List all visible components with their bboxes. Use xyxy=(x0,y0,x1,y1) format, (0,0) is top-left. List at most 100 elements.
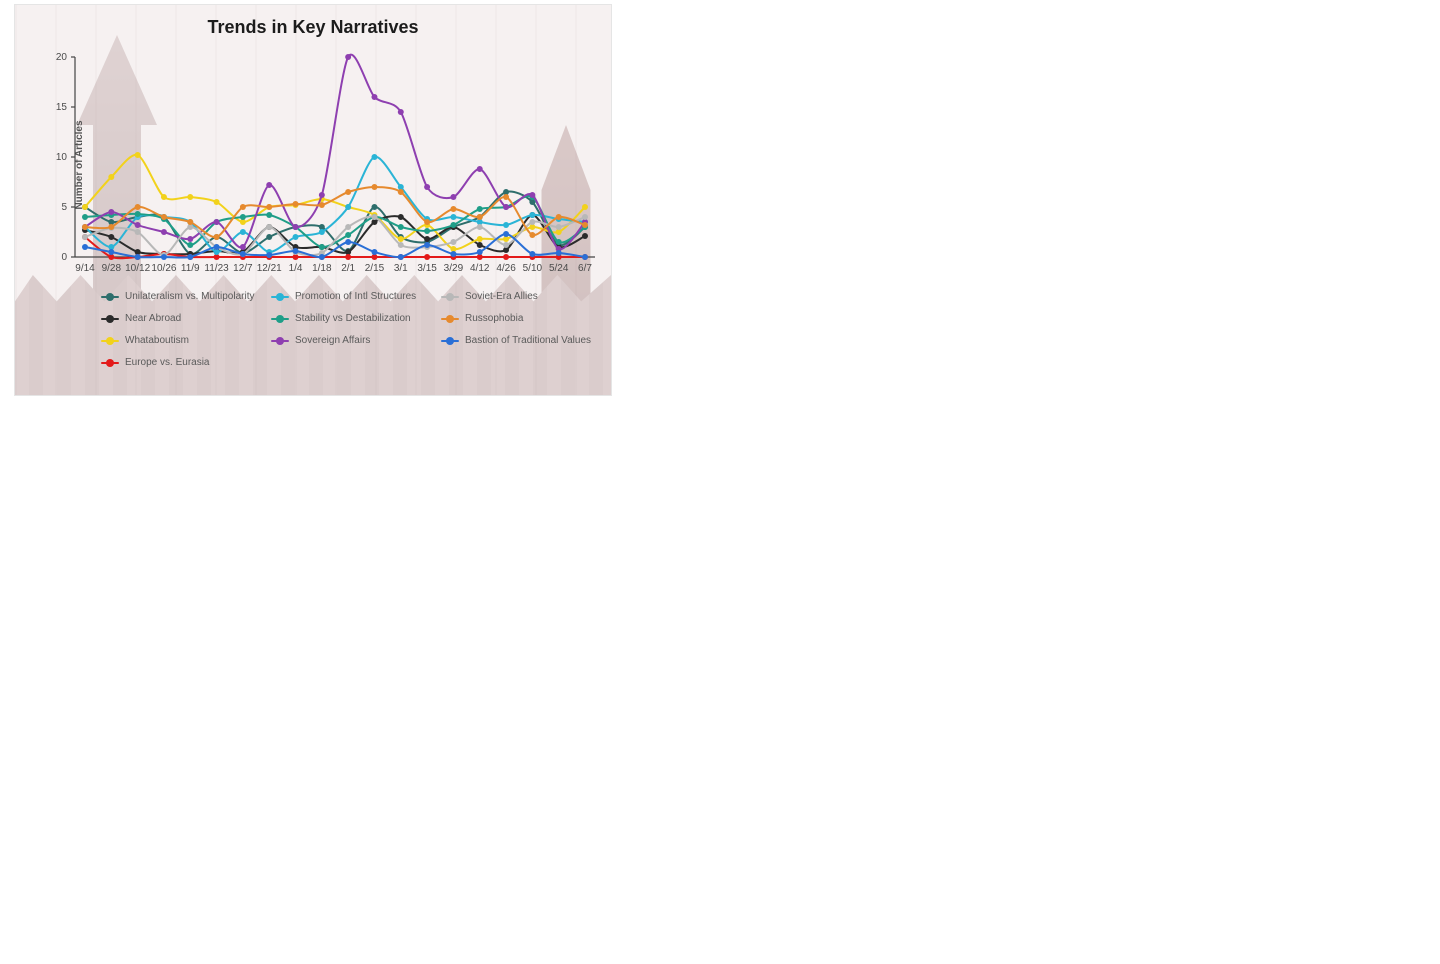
series-marker xyxy=(582,254,588,260)
series-marker xyxy=(293,201,299,207)
series-marker xyxy=(582,214,588,220)
legend-swatch xyxy=(271,318,289,320)
series-marker xyxy=(266,224,272,230)
legend-item: Bastion of Traditional Values xyxy=(441,335,591,346)
x-tick-label: 3/1 xyxy=(394,263,408,274)
x-tick-label: 3/15 xyxy=(417,263,437,274)
series-marker xyxy=(503,194,509,200)
series-marker xyxy=(266,234,272,240)
series-marker xyxy=(319,202,325,208)
legend-item: Promotion of Intl Structures xyxy=(271,291,416,302)
legend-item: Unilateralism vs. Multipolarity xyxy=(101,291,254,302)
series-marker xyxy=(135,152,141,158)
series-marker xyxy=(398,109,404,115)
series-marker xyxy=(240,251,246,257)
legend-label: Whataboutism xyxy=(125,335,189,346)
series-marker xyxy=(556,224,562,230)
series-marker xyxy=(345,54,351,60)
series-marker xyxy=(477,249,483,255)
series-marker xyxy=(82,244,88,250)
x-tick-label: 4/12 xyxy=(470,263,490,274)
series-marker xyxy=(161,194,167,200)
series-marker xyxy=(398,254,404,260)
series-marker xyxy=(371,204,377,210)
series-marker xyxy=(450,214,456,220)
legend-label: Soviet-Era Allies xyxy=(465,291,538,302)
series-marker xyxy=(135,222,141,228)
legend-swatch xyxy=(101,318,119,320)
x-tick-label: 4/26 xyxy=(496,263,516,274)
series-marker xyxy=(240,229,246,235)
series-marker xyxy=(529,219,535,225)
series-marker xyxy=(398,242,404,248)
legend-swatch xyxy=(441,340,459,342)
legend-label: Promotion of Intl Structures xyxy=(295,291,416,302)
legend-swatch xyxy=(101,340,119,342)
series-marker xyxy=(556,239,562,245)
legend-label: Sovereign Affairs xyxy=(295,335,370,346)
series-marker xyxy=(398,236,404,242)
series-marker xyxy=(319,244,325,250)
series-line xyxy=(85,55,585,250)
series-marker xyxy=(477,206,483,212)
series-marker xyxy=(187,254,193,260)
series-marker xyxy=(529,251,535,257)
series-marker xyxy=(240,244,246,250)
legend-label: Unilateralism vs. Multipolarity xyxy=(125,291,254,302)
series-marker xyxy=(240,214,246,220)
series-marker xyxy=(450,251,456,257)
series-marker xyxy=(293,224,299,230)
x-tick-label: 5/24 xyxy=(549,263,569,274)
x-tick-label: 9/14 xyxy=(75,263,95,274)
legend-item: Whataboutism xyxy=(101,335,189,346)
legend-item: Stability vs Destabilization xyxy=(271,313,411,324)
series-marker xyxy=(293,248,299,254)
series-marker xyxy=(82,224,88,230)
series-marker xyxy=(371,94,377,100)
series-marker xyxy=(266,252,272,258)
series-marker xyxy=(108,224,114,230)
series-marker xyxy=(345,232,351,238)
series-marker xyxy=(503,231,509,237)
series-marker xyxy=(477,242,483,248)
series-line xyxy=(85,187,585,237)
series-marker xyxy=(82,214,88,220)
series-marker xyxy=(424,242,430,248)
series-marker xyxy=(108,174,114,180)
series-marker xyxy=(319,254,325,260)
series-marker xyxy=(319,192,325,198)
series-marker xyxy=(477,224,483,230)
series-marker xyxy=(345,189,351,195)
series-marker xyxy=(582,204,588,210)
series-marker xyxy=(108,234,114,240)
series-marker xyxy=(293,234,299,240)
series-marker xyxy=(424,228,430,234)
x-tick-label: 9/28 xyxy=(102,263,122,274)
legend-item: Near Abroad xyxy=(101,313,181,324)
series-marker xyxy=(266,204,272,210)
series-marker xyxy=(582,222,588,228)
series-marker xyxy=(529,232,535,238)
series-marker xyxy=(108,209,114,215)
series-marker xyxy=(477,236,483,242)
series-marker xyxy=(108,249,114,255)
series-marker xyxy=(556,250,562,256)
series-marker xyxy=(424,219,430,225)
series-marker xyxy=(371,184,377,190)
series-marker xyxy=(319,229,325,235)
series-marker xyxy=(345,239,351,245)
x-tick-label: 12/7 xyxy=(233,263,253,274)
y-tick-label: 0 xyxy=(61,252,67,263)
series-marker xyxy=(450,222,456,228)
x-tick-label: 10/12 xyxy=(125,263,150,274)
legend-item: Russophobia xyxy=(441,313,523,324)
series-marker xyxy=(477,166,483,172)
series-marker xyxy=(450,194,456,200)
series-marker xyxy=(161,229,167,235)
series-marker xyxy=(529,192,535,198)
series-marker xyxy=(214,244,220,250)
legend-swatch xyxy=(101,296,119,298)
series-marker xyxy=(82,234,88,240)
x-tick-label: 1/18 xyxy=(312,263,332,274)
y-tick-label: 10 xyxy=(56,152,68,163)
